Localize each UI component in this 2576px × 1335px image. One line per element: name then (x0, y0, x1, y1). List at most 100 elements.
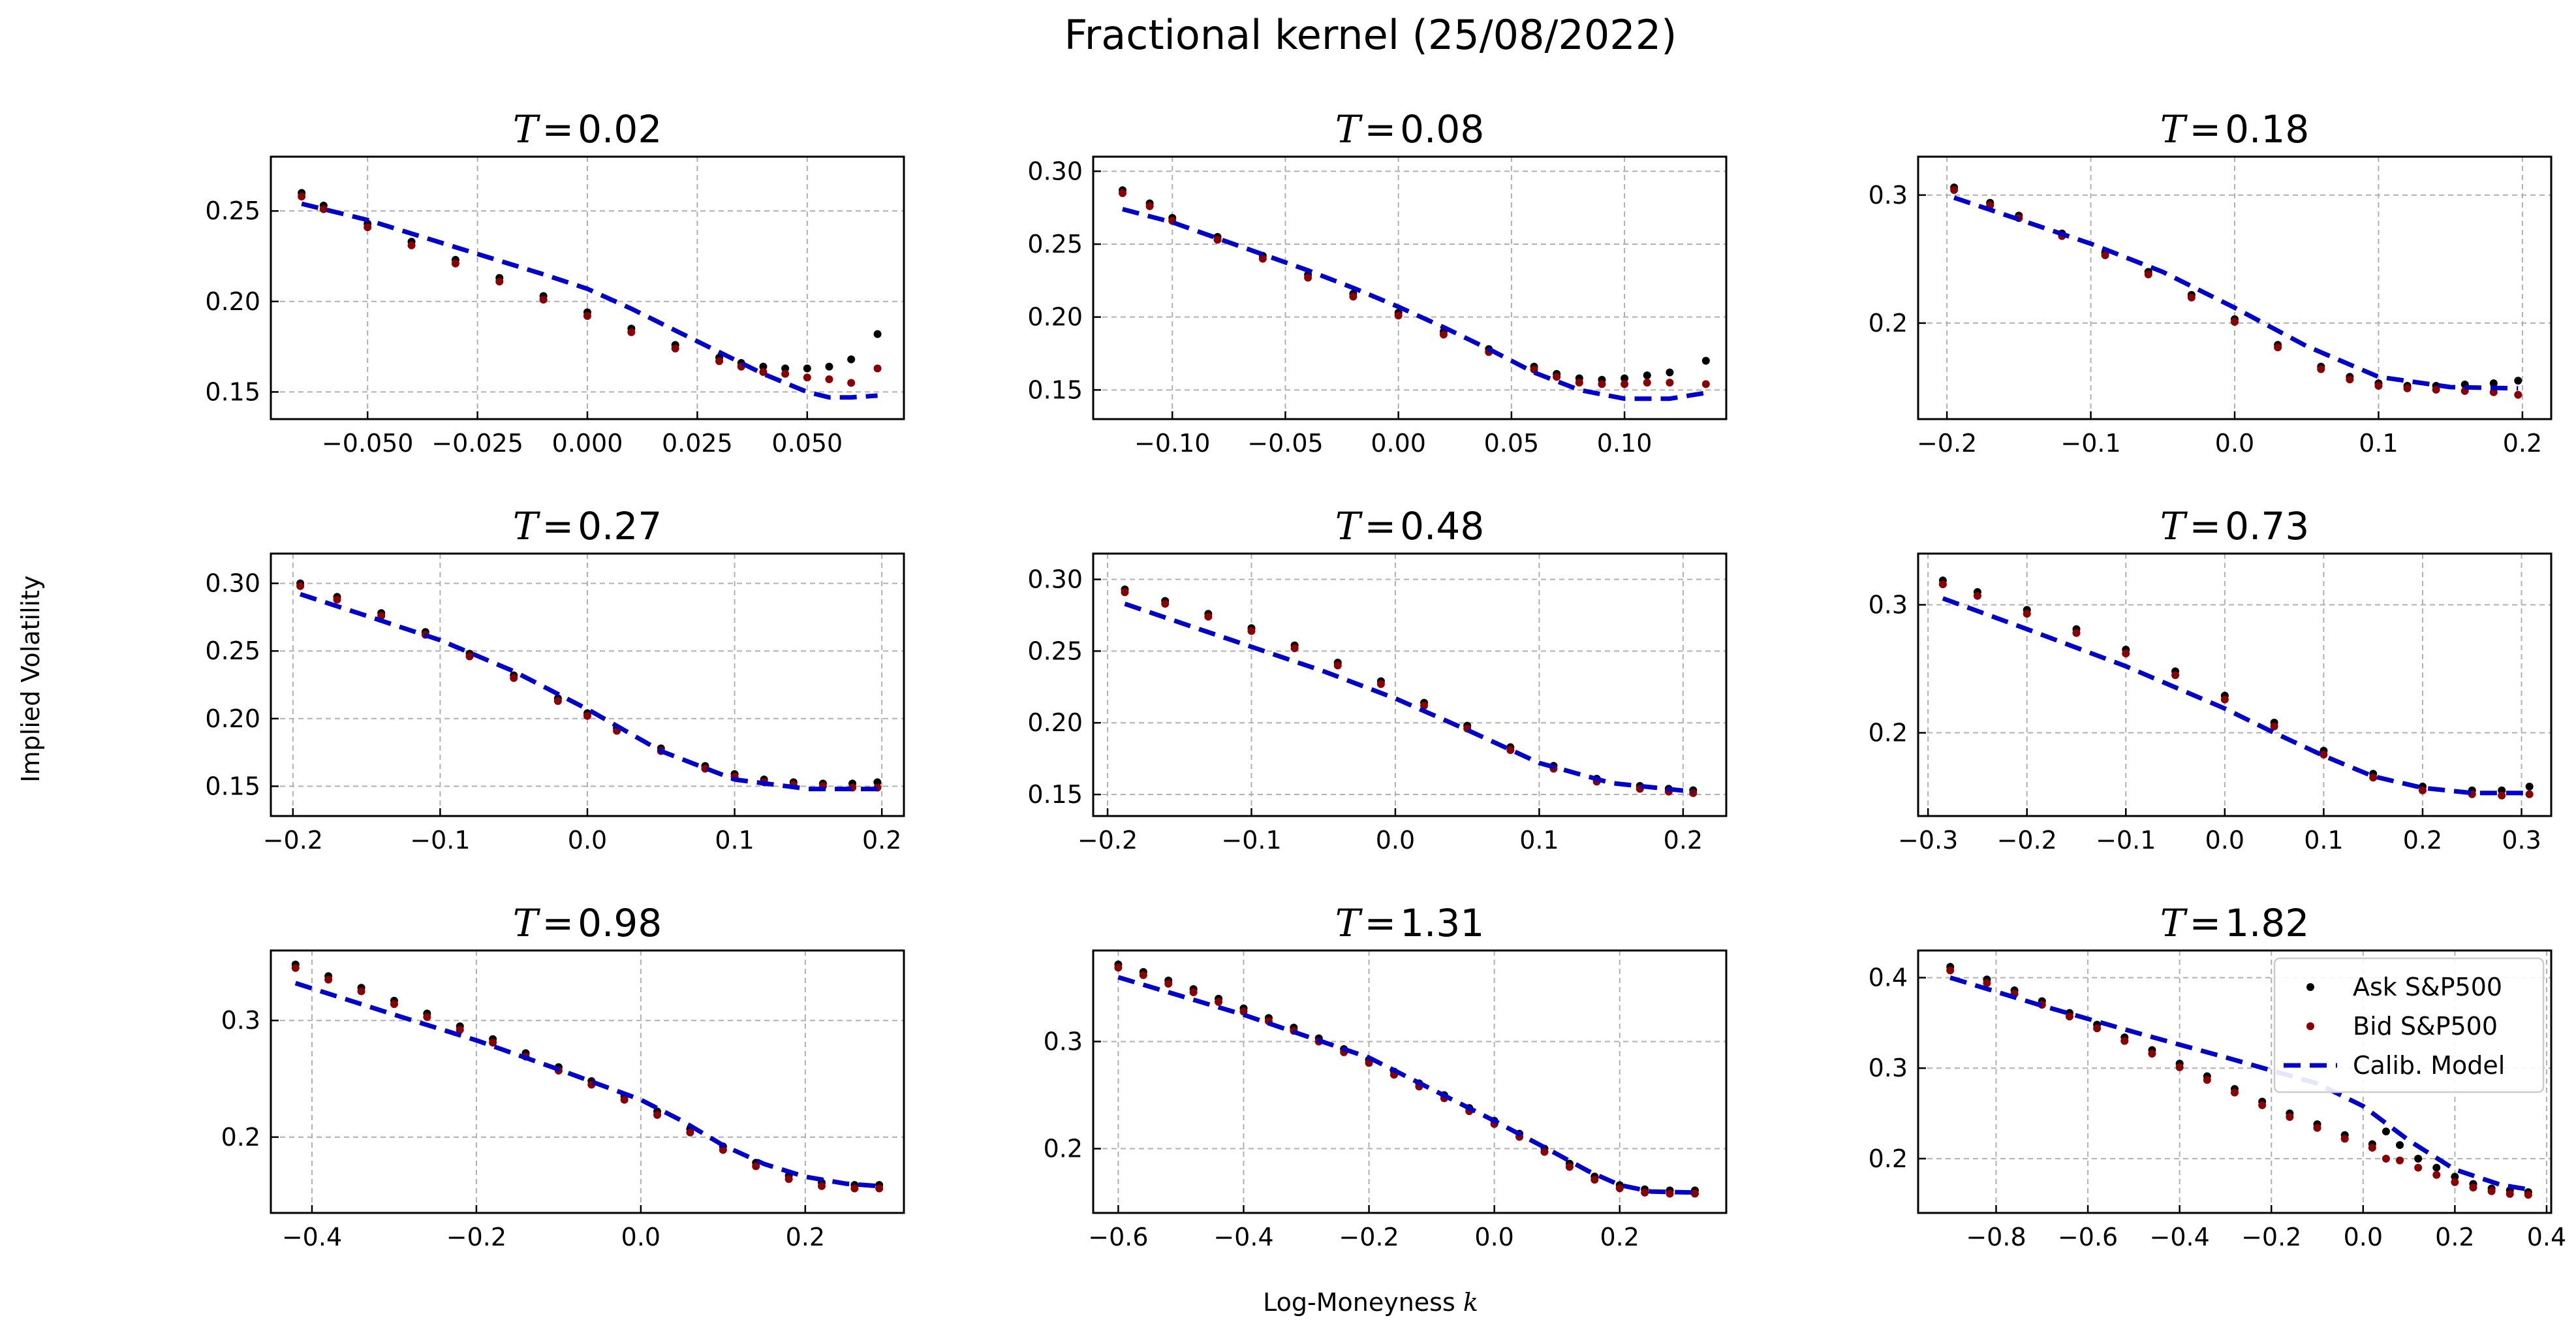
subplot-title-equals: = (2189, 504, 2221, 548)
y-tick-label: 0.4 (1869, 964, 1908, 992)
x-tick-label: 0.050 (771, 429, 843, 458)
bid-point (1938, 580, 1947, 589)
bid-point (1641, 1188, 1649, 1197)
legend: Ask S&P500 Bid S&P500 Calib. Model (2273, 957, 2545, 1093)
x-tick-label: −0.3 (1898, 826, 1958, 855)
y-tick-label: 0.15 (1027, 780, 1083, 809)
x-tick-label: −0.1 (410, 826, 470, 855)
x-tick-label: 0.2 (1664, 826, 1703, 855)
bid-point (1973, 591, 1981, 600)
bid-point (2432, 1170, 2441, 1179)
bid-point (1290, 644, 1299, 652)
bid-point (319, 205, 328, 213)
bid-point (1591, 1176, 1599, 1184)
x-tick-label: 0.2 (1600, 1223, 1639, 1251)
legend-label: Ask S&P500 (2353, 973, 2502, 1001)
x-tick-label: 0.2 (862, 826, 901, 855)
subplot-title-equals: = (2189, 901, 2221, 945)
bid-point (2175, 1063, 2184, 1071)
y-tick-label: 0.3 (1869, 1054, 1908, 1082)
bid-point (539, 296, 548, 304)
bid-point (1506, 746, 1515, 754)
model-curve (300, 591, 878, 792)
ask-point (759, 362, 768, 371)
y-tick-label: 0.2 (1044, 1135, 1083, 1163)
bid-point (1258, 255, 1267, 263)
ask-point (1643, 371, 1651, 379)
y-tick-label: 0.3 (221, 1006, 260, 1035)
bid-point (825, 375, 833, 384)
bid-point (1946, 966, 1955, 975)
bid-point (495, 277, 504, 286)
bid-point (2432, 385, 2440, 394)
x-tick-label: −0.050 (322, 429, 414, 458)
bid-point (784, 1175, 793, 1184)
bid-point (2220, 695, 2229, 704)
bid-point (553, 697, 562, 705)
x-tick-label: −0.2 (263, 826, 323, 855)
x-tick-label: −0.6 (1088, 1223, 1148, 1251)
bid-point (1643, 379, 1651, 387)
bid-point (1204, 612, 1213, 621)
x-tick-label: −0.4 (282, 1223, 342, 1251)
y-tick-label: 0.15 (205, 377, 260, 406)
ask-point (2525, 782, 2534, 791)
subplot-title-variable: T (513, 107, 541, 151)
bid-point (1304, 274, 1312, 282)
bid-point (1621, 380, 1629, 388)
bid-point (2514, 390, 2522, 399)
x-tick-label: −0.8 (1966, 1223, 2026, 1251)
bid-point (2403, 384, 2412, 392)
subplot-title-variable: T (1335, 901, 1363, 945)
x-tick-label: 0.0 (2205, 826, 2244, 855)
x-axis-label: Log-Moneyness k (1263, 1288, 1478, 1317)
x-tick-label: 0.000 (552, 429, 623, 458)
bid-point (671, 344, 679, 353)
x-tick-label: 0.0 (621, 1223, 660, 1251)
x-tick-label: −0.1 (1221, 826, 1281, 855)
y-tick-label: 0.3 (1869, 590, 1908, 619)
subplot-title-equals: = (1364, 107, 1396, 151)
bid-point (324, 975, 333, 984)
x-tick-label: 0.025 (662, 429, 733, 458)
ask-point (2432, 1163, 2441, 1172)
y-axis-label: Implied Volatility (16, 575, 45, 782)
bid-point (2374, 382, 2383, 390)
bid-point (2317, 365, 2325, 373)
y-tick-label: 0.20 (205, 287, 260, 316)
bid-point (1666, 1189, 1674, 1198)
x-tick-label: −0.025 (431, 429, 523, 458)
bid-point (2274, 343, 2282, 352)
bid-point (1598, 380, 1606, 388)
subplot: T = 0.98 −0.4 −0.2 0.0 0.2 0.2 0.3 (221, 901, 905, 1251)
bid-point (2414, 1163, 2423, 1172)
x-tick-label: 0.4 (2527, 1223, 2566, 1251)
subplot-title: T = 0.98 (513, 901, 662, 945)
bid-point (627, 328, 636, 336)
bid-point (2313, 1123, 2321, 1132)
model-curve (1117, 975, 1696, 1195)
bid-point (2524, 1191, 2532, 1199)
ask-point (873, 778, 882, 787)
x-tick-label: 0.0 (568, 826, 607, 855)
axes-frame (1092, 949, 1728, 1214)
y-tick-label: 0.25 (205, 636, 260, 665)
y-tick-label: 0.25 (1027, 636, 1083, 665)
axes-frame (1092, 552, 1728, 817)
subplot-title-value: 0.18 (2225, 107, 2309, 151)
bid-point (2369, 774, 2378, 782)
subplot-title: T = 0.08 (1335, 107, 1484, 151)
subplot-title-equals: = (1364, 901, 1396, 945)
subplot-title-value: 0.08 (1400, 107, 1484, 151)
axes-frame (270, 155, 905, 420)
subplot: T = 0.18 −0.2 −0.1 0.0 0.1 0.2 0.2 0.3 (1869, 107, 2553, 458)
bid-point (1666, 379, 1674, 387)
model-curve (1124, 601, 1694, 794)
ask-point (2451, 1172, 2459, 1181)
x-tick-label: 0.2 (786, 1223, 825, 1251)
bid-point (1119, 189, 1127, 197)
bid-point (2451, 1178, 2459, 1186)
subplot: T = 1.31 −0.6 −0.4 −0.2 0.0 0.2 0.2 0.3 (1044, 901, 1728, 1251)
bid-point (2187, 293, 2196, 302)
